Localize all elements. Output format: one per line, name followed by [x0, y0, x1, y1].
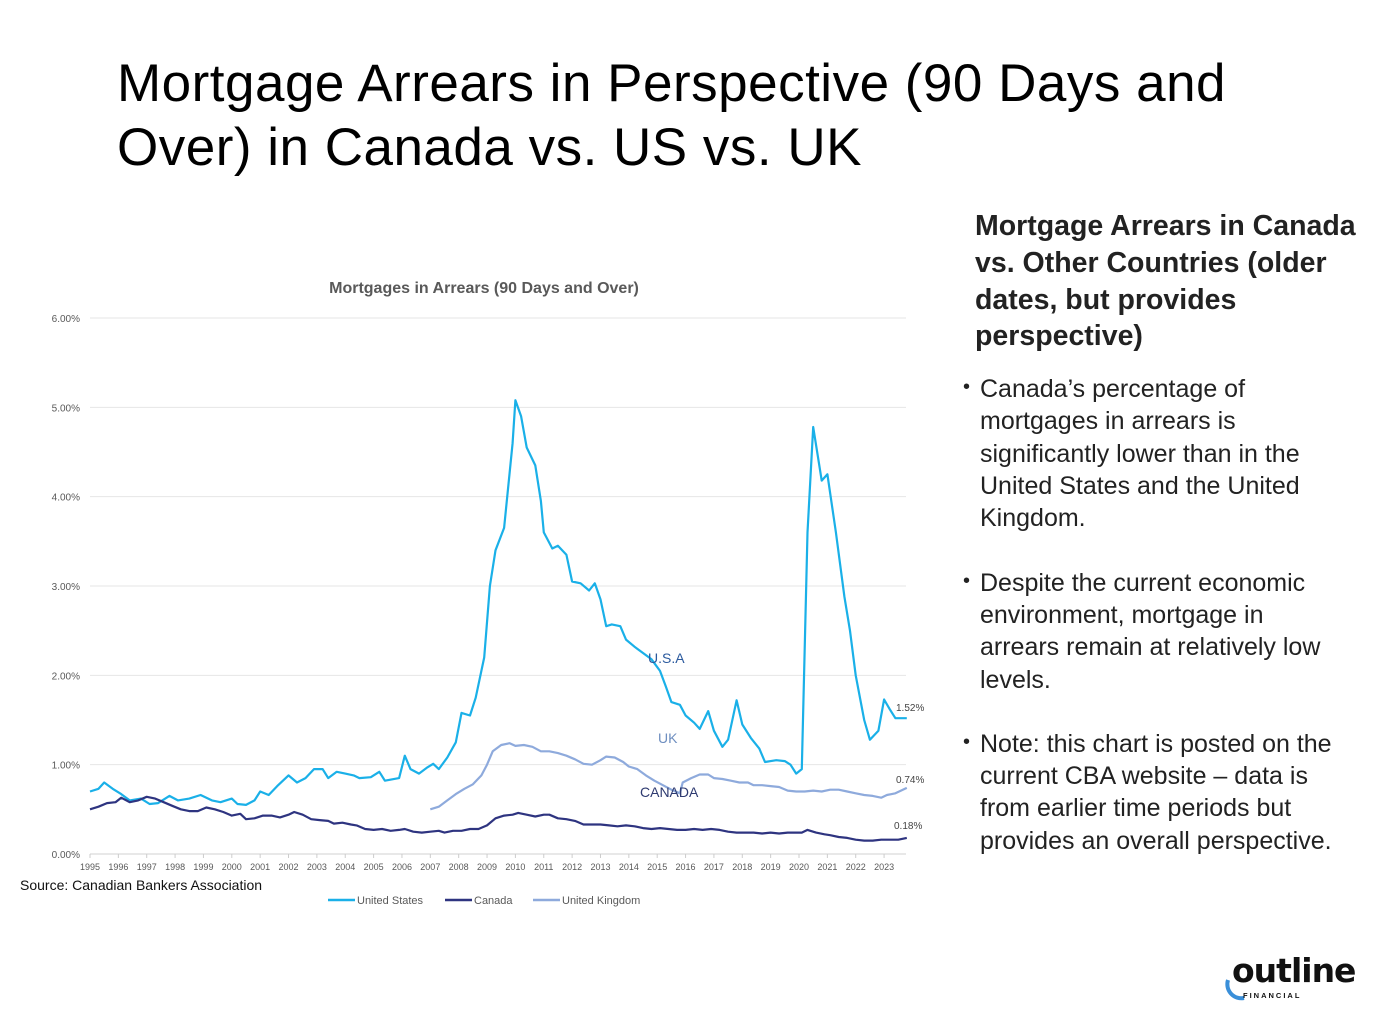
y-tick-label: 2.00% — [52, 671, 80, 682]
y-tick-label: 3.00% — [52, 582, 80, 593]
x-tick-label: 2016 — [676, 862, 696, 872]
x-tick-label: 1996 — [108, 862, 128, 872]
logo-subtitle: FINANCIAL — [1243, 991, 1302, 1000]
x-tick-label: 1995 — [80, 862, 100, 872]
y-tick-label: 0.00% — [52, 850, 80, 861]
side-panel: Mortgage Arrears in Canada vs. Other Cou… — [963, 208, 1363, 889]
bullet-item: • Canada’s percentage of mortgages in arr… — [963, 373, 1348, 534]
bullet-item: • Note: this chart is posted on the curre… — [963, 728, 1348, 857]
y-tick-label: 5.00% — [52, 403, 80, 414]
bullet-text: Canada’s percentage of mortgages in arre… — [980, 375, 1300, 533]
bullet-text: Note: this chart is posted on the curren… — [980, 729, 1332, 855]
source-note: Source: Canadian Bankers Association — [20, 877, 263, 893]
end-label-canada: 0.18% — [894, 821, 922, 832]
x-tick-label: 2014 — [619, 862, 639, 872]
x-tick-label: 2001 — [250, 862, 270, 872]
x-tick-label: 2013 — [590, 862, 610, 872]
x-tick-label: 2000 — [222, 862, 242, 872]
bullet-icon: • — [963, 376, 971, 399]
legend-label-canada: Canada — [474, 895, 513, 907]
logo-wordmark: outline — [1232, 951, 1356, 990]
x-tick-label: 2005 — [364, 862, 384, 872]
series-line-canada — [89, 795, 908, 842]
y-tick-label: 1.00% — [52, 761, 80, 772]
logo-arc-icon — [1225, 979, 1245, 1001]
x-tick-label: 2006 — [392, 862, 412, 872]
x-tick-label: 2004 — [335, 862, 355, 872]
arrears-chart: Mortgages in Arrears (90 Days and Over) … — [52, 280, 925, 907]
x-tick-label: 2018 — [732, 862, 752, 872]
end-label-us: 1.52% — [896, 703, 924, 714]
x-tick-label: 2020 — [789, 862, 809, 872]
chart-title: Mortgages in Arrears (90 Days and Over) — [329, 280, 639, 297]
x-tick-label: 2002 — [279, 862, 299, 872]
bullet-icon: • — [963, 730, 971, 753]
series-line-united-kingdom — [429, 742, 908, 811]
bullet-icon: • — [963, 569, 971, 592]
x-tick-label: 2017 — [704, 862, 724, 872]
x-tick-label: 2010 — [505, 862, 525, 872]
legend-label-us: United States — [357, 895, 424, 907]
x-tick-label: 2022 — [846, 862, 866, 872]
end-label-uk: 0.74% — [896, 775, 924, 786]
bullet-text: Despite the current economic environment… — [980, 568, 1321, 694]
x-tick-label: 2008 — [449, 862, 469, 872]
x-tick-label: 2012 — [562, 862, 582, 872]
x-tick-label: 2007 — [420, 862, 440, 872]
x-tick-label: 2019 — [761, 862, 781, 872]
annotation-usa: U.S.A — [648, 650, 685, 666]
x-tick-label: 2011 — [534, 862, 553, 872]
annotation-uk: UK — [658, 730, 678, 746]
x-tick-label: 1997 — [137, 862, 157, 872]
x-tick-label: 2003 — [307, 862, 327, 872]
x-tick-label: 2015 — [647, 862, 667, 872]
x-tick-label: 2009 — [477, 862, 497, 872]
series-line-united-states — [89, 399, 907, 806]
x-tick-label: 2023 — [874, 862, 894, 872]
x-tick-label: 1998 — [165, 862, 185, 872]
x-tick-label: 1999 — [193, 862, 213, 872]
outline-financial-logo: outline FINANCIAL — [1224, 954, 1364, 1005]
bullet-item: • Despite the current economic environmen… — [963, 567, 1348, 696]
annotation-canada: CANADA — [640, 784, 699, 800]
y-tick-label: 4.00% — [52, 493, 80, 504]
x-tick-label: 2021 — [817, 862, 837, 872]
slide-title: Mortgage Arrears in Perspective (90 Days… — [117, 54, 1227, 177]
y-tick-label: 6.00% — [52, 314, 80, 325]
side-heading: Mortgage Arrears in Canada vs. Other Cou… — [975, 210, 1356, 353]
legend-label-uk: United Kingdom — [562, 895, 640, 907]
